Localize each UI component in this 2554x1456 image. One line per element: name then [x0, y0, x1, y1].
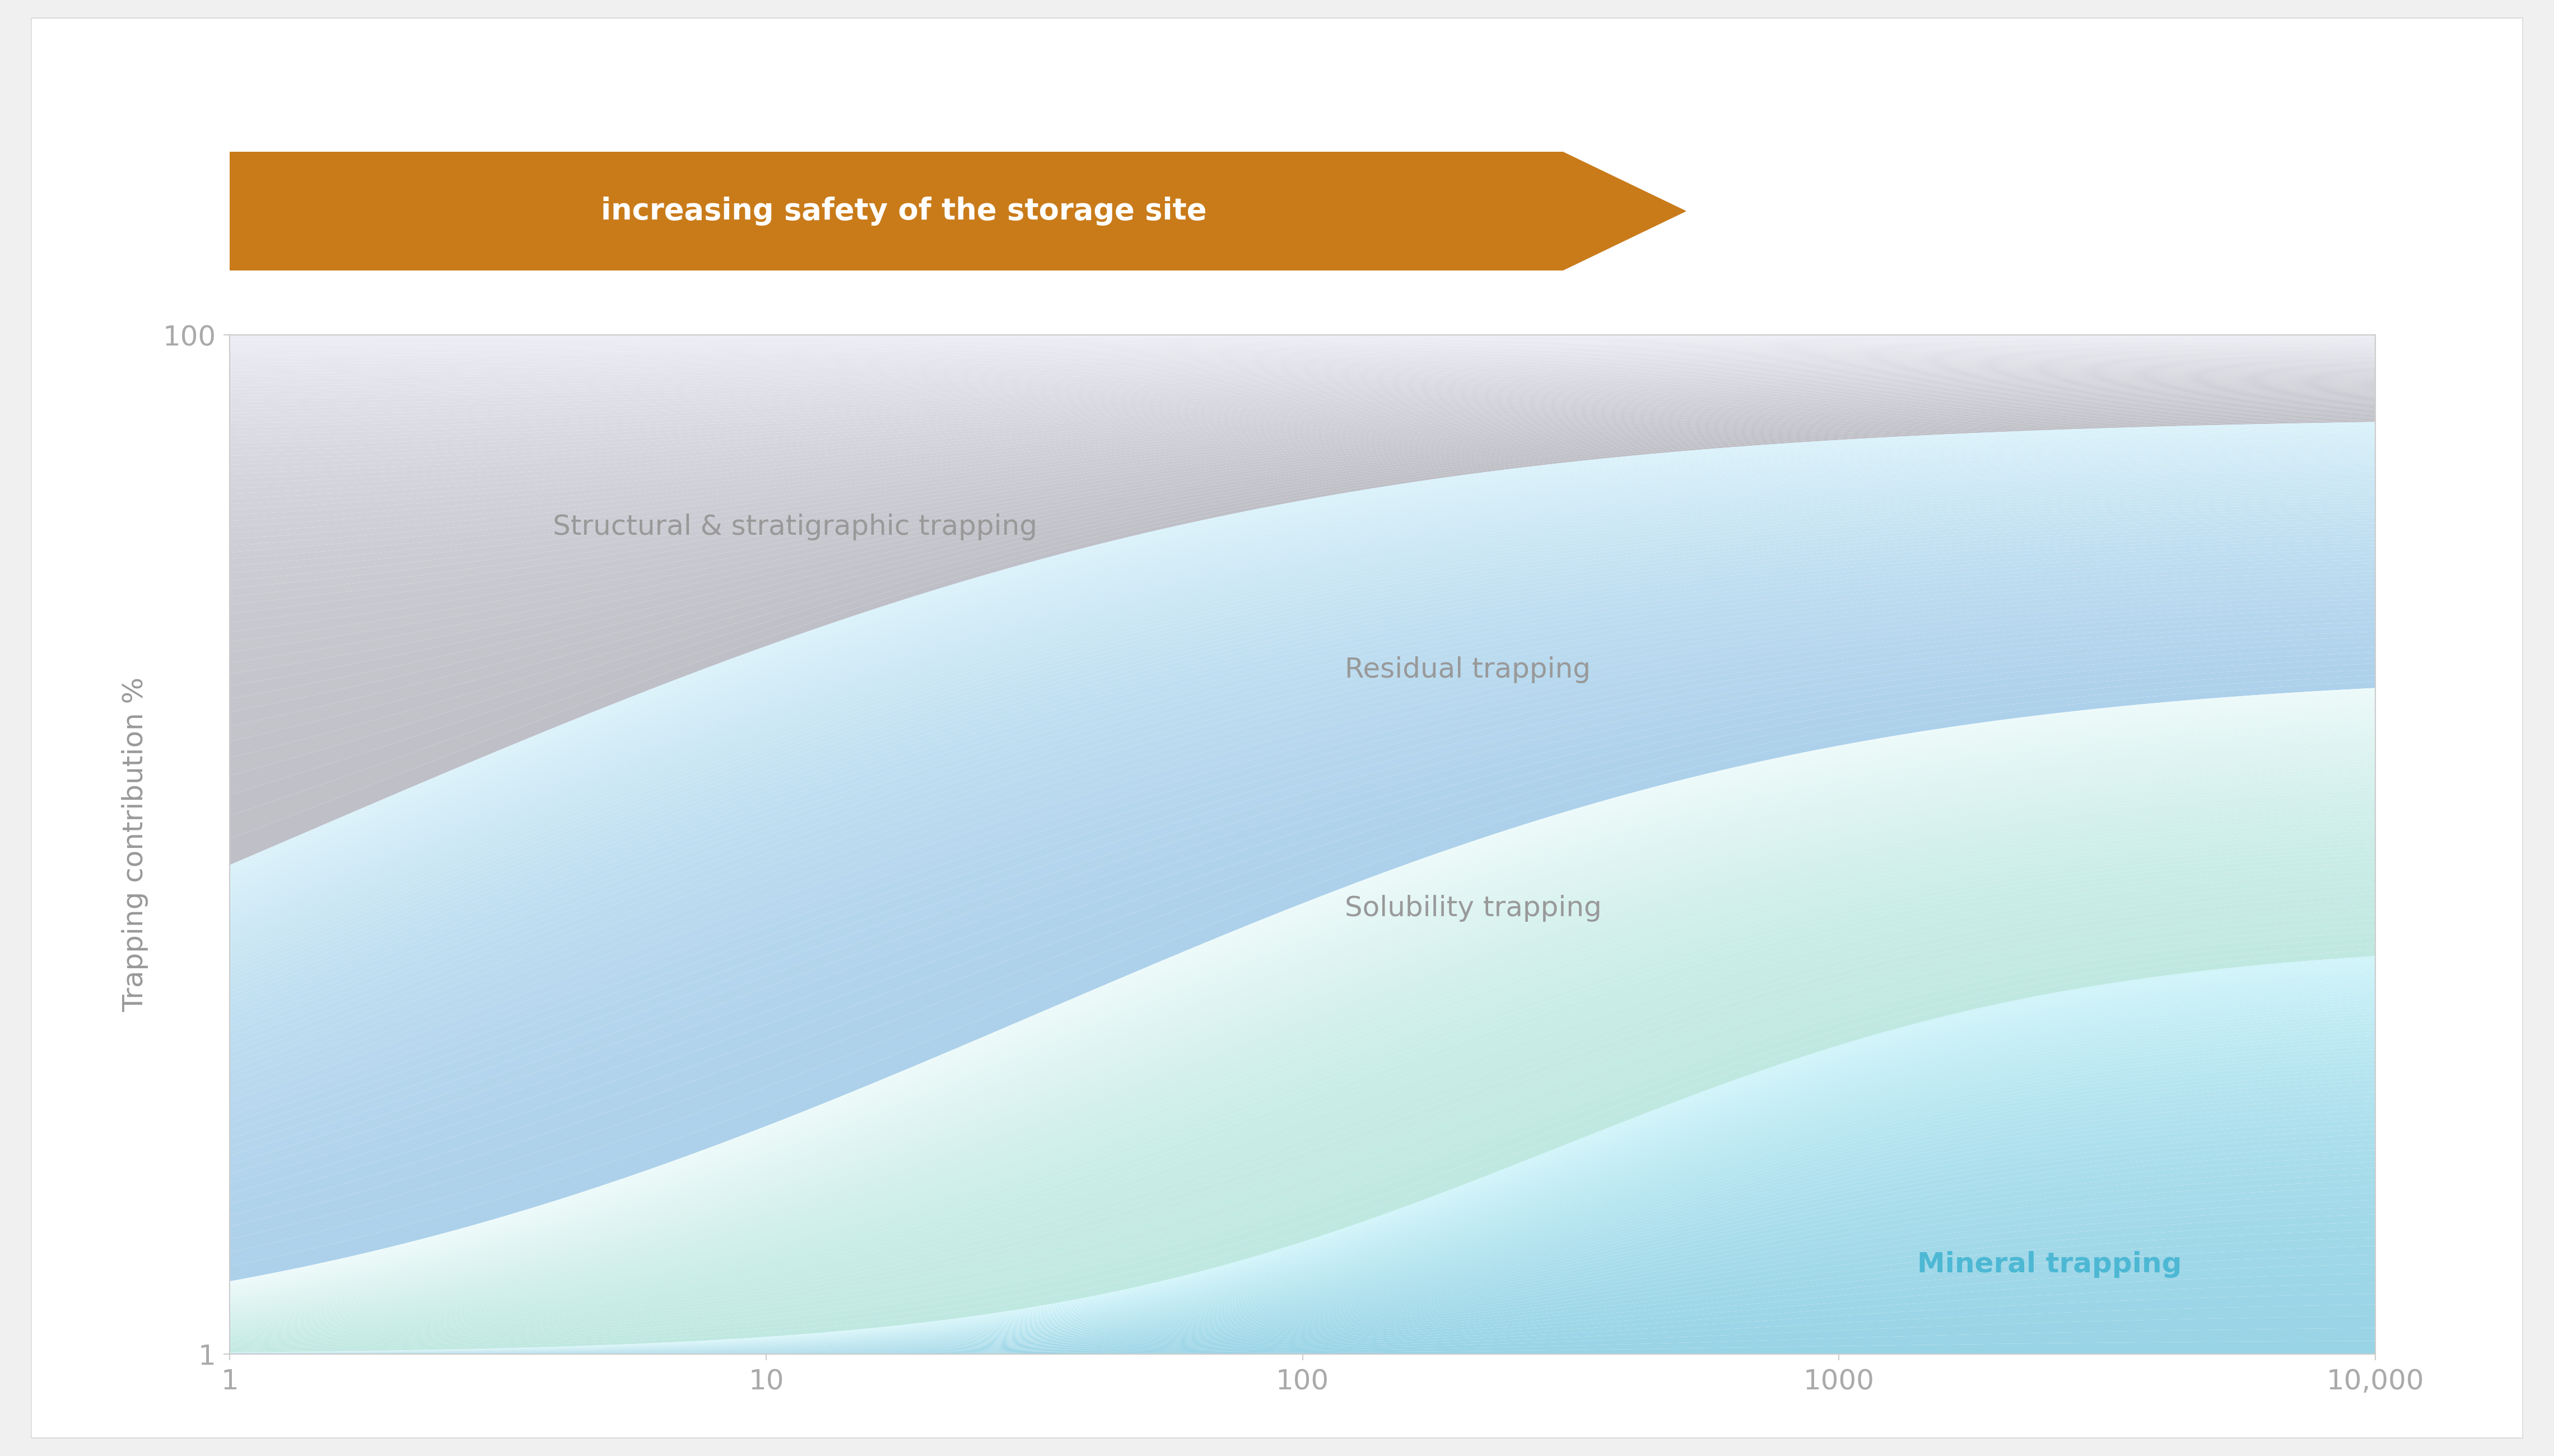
FancyArrow shape — [230, 151, 1686, 271]
Text: Structural & stratigraphic trapping: Structural & stratigraphic trapping — [552, 514, 1037, 540]
Text: increasing safety of the storage site: increasing safety of the storage site — [600, 197, 1208, 226]
Text: Residual trapping: Residual trapping — [1346, 657, 1591, 683]
Y-axis label: Trapping contribution %: Trapping contribution % — [123, 677, 148, 1012]
FancyBboxPatch shape — [31, 17, 2523, 1439]
Text: Solubility trapping: Solubility trapping — [1346, 894, 1601, 922]
Text: Mineral trapping: Mineral trapping — [1918, 1251, 2181, 1278]
